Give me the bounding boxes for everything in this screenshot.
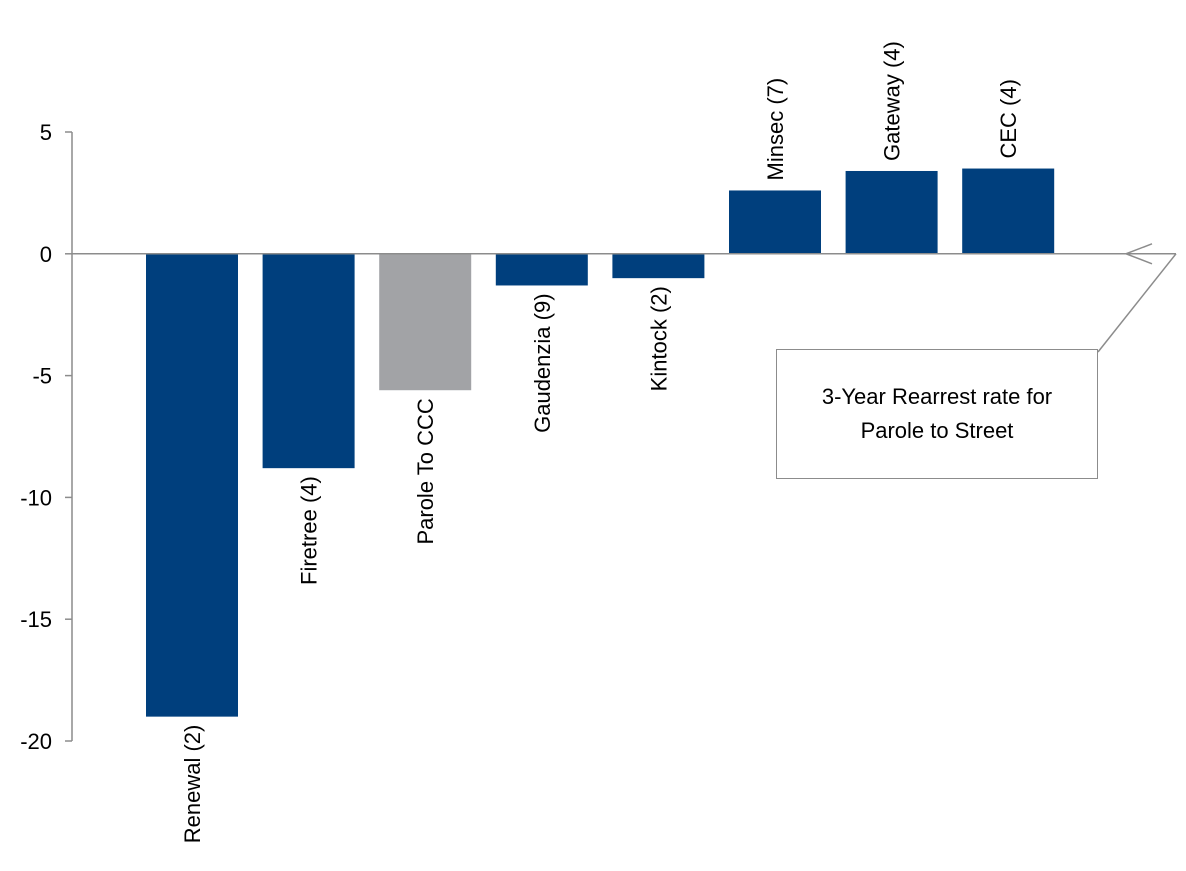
y-axis: 5 0 -5 -10 -15 -20: [20, 120, 73, 754]
bar: [146, 253, 238, 717]
y-tick-label: 0: [40, 242, 52, 267]
category-label: Minsec (7): [763, 78, 788, 181]
bar: [729, 190, 821, 254]
bar: [262, 253, 355, 469]
callout-pointer: [1097, 253, 1177, 353]
annotation-callout: 3-Year Rearrest rate for Parole to Stree…: [776, 349, 1098, 479]
category-label: Gateway (4): [880, 41, 905, 161]
annotation-text: 3-Year Rearrest rate for Parole to Stree…: [821, 384, 1053, 443]
bar: [495, 253, 588, 286]
bar: [845, 170, 938, 254]
bar: [612, 253, 705, 279]
category-label: CEC (4): [996, 79, 1021, 158]
category-label: Gaudenzia (9): [530, 293, 555, 432]
bars: [146, 168, 1055, 717]
y-tick-label: -5: [32, 364, 52, 389]
category-label: Renewal (2): [180, 725, 205, 844]
y-tick-label: -10: [20, 485, 52, 510]
zero-line-group: [72, 243, 1176, 265]
callout-pointer-line: [1097, 253, 1177, 353]
category-label: Parole To CCC: [413, 398, 438, 544]
arrow-head: [1123, 243, 1153, 265]
category-label: Firetree (4): [297, 476, 322, 585]
category-label: Kintock (2): [646, 286, 671, 391]
bar: [962, 168, 1055, 254]
y-tick-label: -15: [20, 607, 52, 632]
y-tick-label: -20: [20, 729, 52, 754]
y-tick-label: 5: [40, 120, 52, 145]
category-labels: Renewal (2) Firetree (4) Parole To CCC Gaud…: [180, 41, 1021, 843]
bar: [379, 253, 472, 391]
